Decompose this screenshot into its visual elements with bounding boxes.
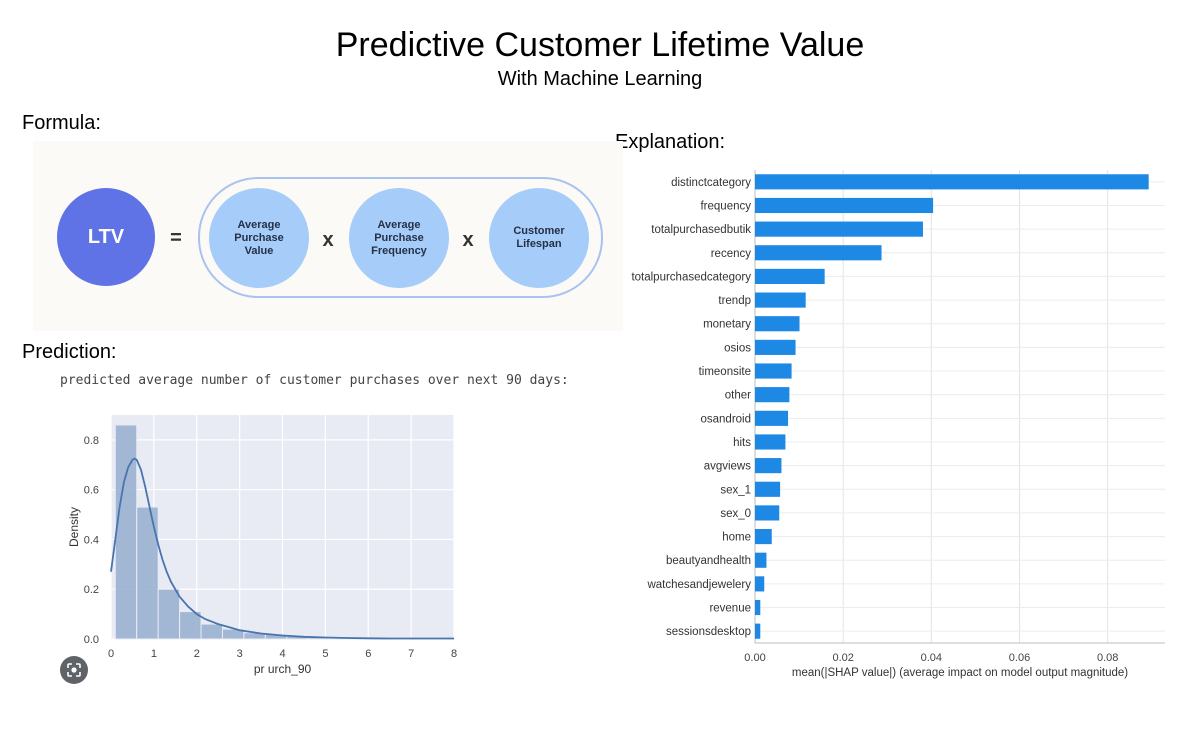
equals-sign: = <box>170 227 182 249</box>
hist-x-tick: 6 <box>365 648 371 660</box>
hist-x-axis-label: pr urch_90 <box>254 662 312 676</box>
shap-feature-label: home <box>722 532 751 544</box>
hist-y-tick: 0.4 <box>84 534 99 546</box>
explanation-heading: Explanation: <box>615 131 726 153</box>
shap-x-tick: 0.08 <box>1097 652 1118 664</box>
shap-feature-label: recency <box>711 248 752 260</box>
hist-y-tick: 0.2 <box>84 584 99 596</box>
shap-bar <box>755 458 782 474</box>
shap-feature-label: distinctcategory <box>671 177 751 189</box>
shap-bar <box>755 434 786 450</box>
shap-bar <box>755 410 789 426</box>
shap-bar <box>755 316 800 332</box>
shap-bar <box>755 552 767 568</box>
shap-bar <box>755 576 765 592</box>
shap-bar <box>755 505 780 521</box>
shap-bar <box>755 481 781 497</box>
shap-x-tick: 0.02 <box>832 652 853 664</box>
shap-feature-label: revenue <box>709 603 751 615</box>
hist-x-tick: 3 <box>237 648 243 660</box>
shap-feature-label: sessionsdesktop <box>666 626 751 638</box>
shap-bar <box>755 292 806 308</box>
page-subtitle: With Machine Learning <box>497 68 703 90</box>
shap-feature-label: osios <box>724 342 751 354</box>
shap-feature-label: beautyandhealth <box>666 555 751 567</box>
shap-feature-label: sex_0 <box>720 508 751 520</box>
hist-y-axis-label: Density <box>67 507 81 547</box>
average-purchase-frequency-circle: Average Purchase Frequency <box>349 188 449 288</box>
shap-feature-label: trendp <box>718 295 751 307</box>
hist-bar <box>200 623 223 640</box>
hist-x-tick: 7 <box>408 648 414 660</box>
hist-bar <box>114 424 138 640</box>
multiply-sign-1: x <box>322 229 334 251</box>
shap-feature-label: timeonsite <box>699 366 751 378</box>
formula-heading: Formula: <box>22 112 101 134</box>
shap-bar <box>755 599 761 616</box>
shap-bar <box>755 623 761 639</box>
shap-x-tick: 0.04 <box>921 652 942 664</box>
hist-x-tick: 4 <box>279 648 285 660</box>
average-purchase-value-circle: Average Purchase Value <box>209 188 309 288</box>
customer-lifespan-circle: Customer Lifespan <box>489 188 589 288</box>
shap-feature-label: osandroid <box>700 413 751 425</box>
shap-feature-label: watchesandjewelery <box>646 579 751 591</box>
shap-bar <box>755 197 934 214</box>
hist-y-tick: 0.6 <box>84 485 99 497</box>
hist-kde-line <box>110 457 454 640</box>
shap-x-axis-label: mean(|SHAP value|) (average impact on mo… <box>792 667 1128 679</box>
shap-feature-label: other <box>725 390 751 402</box>
shap-feature-label: monetary <box>703 319 751 331</box>
shap-feature-label: hits <box>733 437 751 449</box>
hist-x-tick: 0 <box>108 648 114 660</box>
shap-bar <box>755 363 792 379</box>
shap-feature-importance-chart: 0.00 0.02 0.04 0.06 0.08 distinctcategory freq… <box>631 170 1165 679</box>
hist-bar <box>157 588 181 640</box>
camera-lens-glyph <box>67 663 81 677</box>
hist-x-tick: 8 <box>451 648 457 660</box>
shap-bar <box>755 339 796 355</box>
hist-x-tick: 5 <box>322 648 328 660</box>
shap-feature-label: sex_1 <box>720 484 751 496</box>
shap-bar <box>755 268 825 284</box>
components-pill <box>198 177 603 298</box>
prediction-density-histogram: 0 1 2 3 4 5 6 7 8 0.0 0.2 0.4 0.6 0.8 Density pr urch_9… <box>67 415 457 676</box>
multiply-sign-2: x <box>462 229 474 251</box>
shap-feature-label: frequency <box>700 200 751 212</box>
page-title: Predictive Customer Lifetime Value <box>335 26 865 64</box>
prediction-caption: predicted average number of customer pur… <box>60 373 569 388</box>
hist-bar <box>136 506 159 640</box>
shap-feature-label: totalpurchasedcategory <box>631 271 751 283</box>
camera-lens-icon[interactable] <box>60 656 88 684</box>
shap-x-tick: 0.06 <box>1009 652 1030 664</box>
shap-bar <box>755 174 1149 190</box>
prediction-heading: Prediction: <box>22 341 117 363</box>
hist-y-tick: 0.8 <box>84 435 99 447</box>
shap-bar <box>755 387 790 403</box>
hist-x-tick: 2 <box>194 648 200 660</box>
ltv-circle: LTV <box>57 188 155 286</box>
shap-bar <box>755 245 882 261</box>
shap-feature-label: avgviews <box>704 461 752 473</box>
hist-y-tick: 0.0 <box>84 634 99 646</box>
shap-bar <box>755 529 772 545</box>
shap-bar <box>755 221 923 237</box>
hist-x-tick: 1 <box>151 648 157 660</box>
shap-x-tick: 0.00 <box>744 652 765 664</box>
shap-feature-label: totalpurchasedbutik <box>651 224 751 236</box>
